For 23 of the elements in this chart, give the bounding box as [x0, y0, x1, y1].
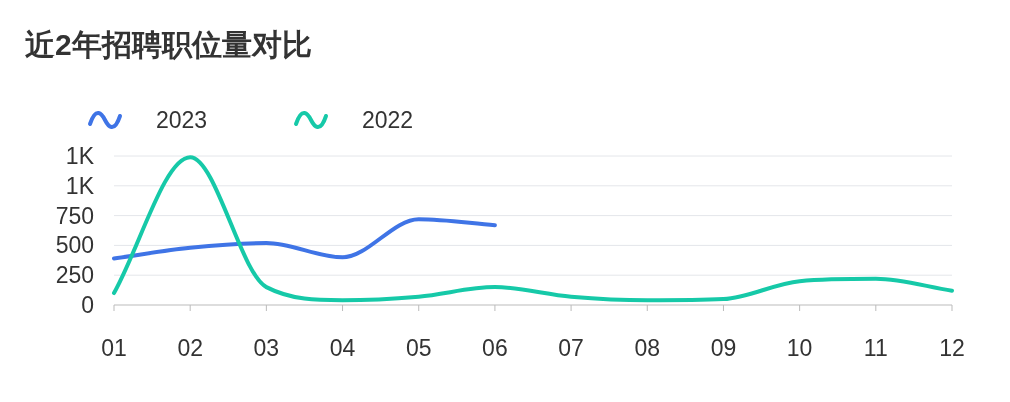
ytick: 500 [55, 232, 94, 259]
xtick: 03 [253, 335, 280, 361]
xtick: 06 [482, 335, 508, 361]
ytick: 1K [65, 143, 94, 169]
ytick: 750 [55, 202, 94, 229]
legend-label: 2023 [156, 107, 208, 133]
xtick: 02 [177, 335, 203, 361]
xtick: 07 [558, 335, 584, 361]
xtick: 10 [786, 335, 813, 361]
xtick: 05 [405, 335, 432, 361]
title: 近2年招聘职位量对比 [25, 28, 312, 61]
xtick: 11 [863, 335, 888, 361]
legend-item: 2023 [88, 107, 208, 133]
xtick: 04 [329, 335, 356, 361]
xtick: 08 [634, 335, 661, 361]
xtick: 12 [939, 335, 965, 361]
ytick: 0 [81, 292, 94, 318]
ytick: 250 [55, 262, 94, 289]
xtick: 09 [710, 335, 737, 361]
ytick: 1K [65, 172, 94, 199]
xtick: 01 [101, 335, 127, 361]
legend-label: 2022 [362, 107, 414, 133]
legend-item: 2022 [294, 107, 414, 133]
